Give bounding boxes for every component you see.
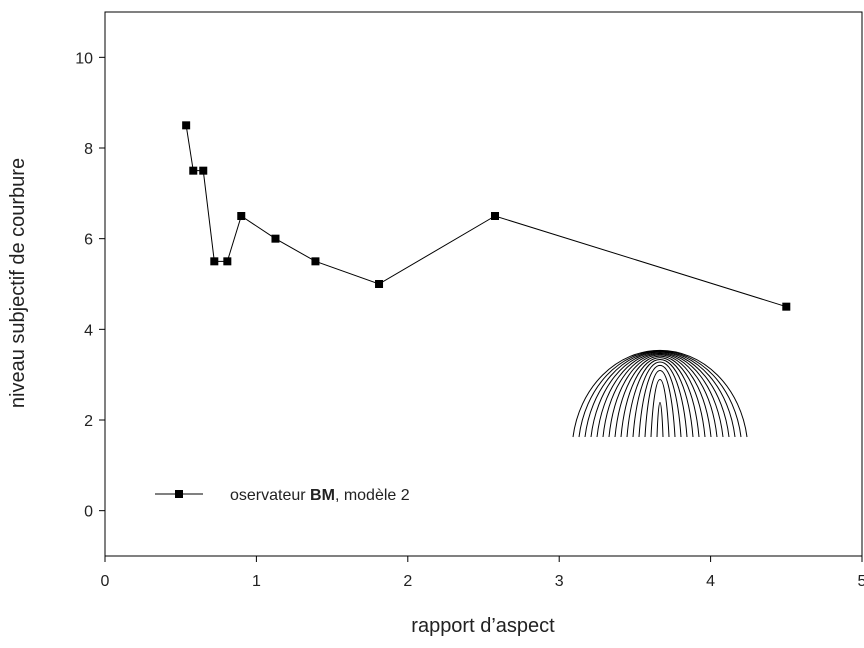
- point: [237, 212, 246, 220]
- point: [271, 234, 280, 243]
- point: [182, 121, 191, 130]
- x-tick-label: 0: [101, 573, 110, 590]
- y-tick-label: 8: [84, 141, 93, 158]
- series-line: [185, 125, 787, 308]
- y-tick-label: 2: [84, 413, 93, 430]
- x-tick-label: 3: [555, 573, 564, 590]
- x-tick-label: 5: [858, 573, 864, 590]
- point: [210, 257, 219, 266]
- legend-marker: [175, 490, 183, 498]
- y-tick-label: 4: [84, 322, 93, 339]
- x-axis-title: rapport d’aspect: [411, 615, 555, 637]
- y-tick-label: 10: [75, 50, 93, 67]
- point: [189, 166, 198, 175]
- x-tick-label: 1: [252, 573, 261, 590]
- y-axis-title: niveau subjectif de courbure: [7, 158, 29, 408]
- point: [491, 212, 500, 220]
- point: [223, 257, 232, 266]
- dome-illustration: [572, 349, 748, 438]
- x-tick-label: 2: [403, 573, 412, 590]
- x-tick-label: 4: [706, 573, 715, 590]
- legend-label: oservateur BM, modèle 2: [230, 487, 410, 504]
- y-tick-label: 0: [84, 504, 93, 521]
- point: [375, 280, 384, 288]
- point: [311, 257, 320, 266]
- plot-frame: [104, 11, 863, 557]
- point: [199, 166, 208, 175]
- point: [782, 302, 791, 311]
- y-tick-label: 6: [84, 232, 93, 249]
